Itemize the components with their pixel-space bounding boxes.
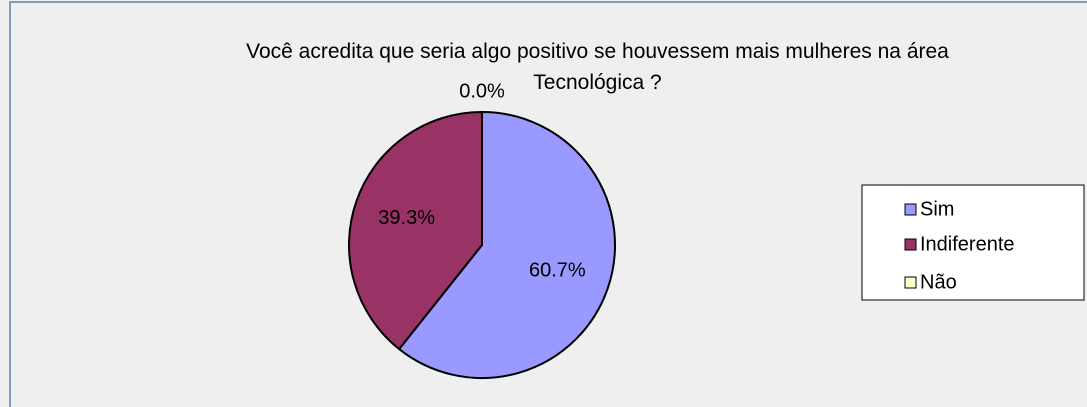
legend-swatch — [904, 238, 917, 251]
legend-label: Não — [920, 271, 957, 293]
pie-slice — [397, 110, 616, 379]
data-label: 39.3% — [378, 207, 435, 229]
legend-swatch — [904, 203, 917, 216]
data-label: 60.7% — [529, 260, 586, 282]
legend-swatch — [904, 276, 917, 289]
pie-slice — [348, 110, 483, 351]
frame — [9, 1, 1087, 407]
legend-label: Indiferente — [920, 233, 1015, 255]
legend-label: Sim — [920, 198, 954, 220]
legend-box — [861, 184, 1085, 301]
chart-title: Você acredita que seria algo positivo se… — [246, 40, 949, 94]
data-label: 0.0% — [459, 80, 505, 102]
